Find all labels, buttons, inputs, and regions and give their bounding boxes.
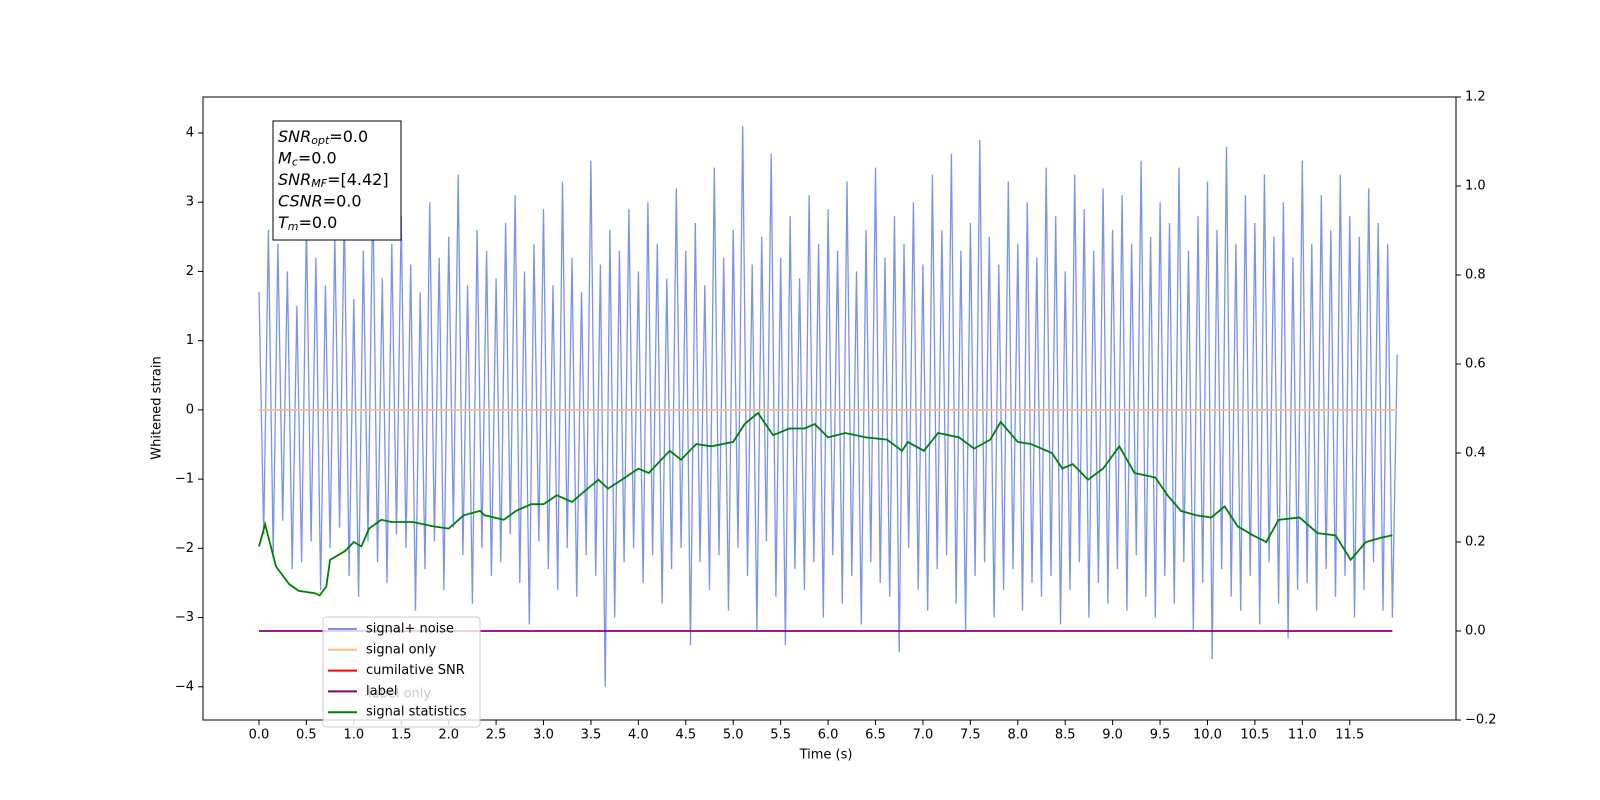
- annotation-value: =0.0: [329, 127, 368, 146]
- x-tick-label: 2.5: [486, 728, 507, 743]
- y2-tick-label: 0.6: [1465, 357, 1486, 372]
- x-tick-label: 1.0: [343, 728, 364, 743]
- legend-ghost-text: label only: [368, 687, 431, 702]
- x-tick-label: 5.0: [723, 728, 744, 743]
- annotation-value: =0.0: [299, 213, 338, 232]
- annotation-subscript: opt: [311, 134, 330, 147]
- annotation-value: =0.0: [298, 148, 337, 167]
- annotation-subscript: c: [292, 156, 298, 169]
- legend-box: [322, 616, 481, 728]
- x-tick-label: 9.0: [1102, 728, 1123, 743]
- x-tick-label: 11.0: [1288, 728, 1317, 743]
- annotation-symbol: M: [278, 148, 292, 167]
- y-tick-label: 2: [186, 264, 194, 279]
- legend-label: signal only: [366, 642, 436, 657]
- annotation-box: [272, 120, 402, 241]
- x-tick-label: 8.5: [1055, 728, 1076, 743]
- x-axis-label: Time (s): [799, 748, 853, 763]
- x-tick-label: 0.0: [249, 728, 270, 743]
- y-tick-label: −2: [175, 541, 194, 556]
- x-tick-label: 10.0: [1193, 728, 1222, 743]
- annotation: Mc=0.0: [278, 148, 337, 169]
- x-tick-label: 8.0: [1007, 728, 1028, 743]
- annotation: SNRMF=[4.42]: [278, 170, 389, 191]
- y-tick-label: −1: [175, 472, 194, 487]
- annotation-subscript: MF: [311, 177, 327, 190]
- y-axis-label: Whitened strain: [150, 356, 165, 459]
- x-tick-label: 4.0: [628, 728, 649, 743]
- legend-label: signal+ noise: [366, 622, 454, 637]
- annotation-value: =0.0: [323, 191, 362, 210]
- y-tick-label: −3: [175, 610, 194, 625]
- series-line: [258, 411, 1393, 597]
- y2-tick-label: 1.2: [1465, 90, 1486, 105]
- annotation-symbol: SNR: [278, 127, 311, 146]
- x-tick-label: 0.5: [296, 728, 317, 743]
- annotation: Tm=0.0: [278, 213, 337, 234]
- y2-tick-label: 0.2: [1465, 535, 1486, 550]
- x-tick-label: 3.5: [581, 728, 602, 743]
- y-tick-label: 0: [186, 402, 194, 417]
- annotation-symbol: SNR: [278, 170, 311, 189]
- legend: label only signal+ noise signal only cumila…: [322, 616, 481, 728]
- y2-tick-label: 1.0: [1465, 179, 1486, 194]
- x-tick-label: 7.0: [913, 728, 934, 743]
- y2-tick-label: 0.0: [1465, 624, 1486, 639]
- legend-label: signal statistics: [366, 705, 467, 720]
- x-tick-label: 4.5: [675, 728, 696, 743]
- annotation-subscript: m: [288, 220, 299, 233]
- y2-tick-label: −0.2: [1465, 713, 1497, 728]
- x-tick-label: 11.5: [1335, 728, 1364, 743]
- y2-tick-label: 0.4: [1465, 446, 1486, 461]
- annotation-symbol: CSNR: [278, 191, 323, 210]
- series-line: [258, 126, 1398, 687]
- x-tick-label: 1.5: [391, 728, 412, 743]
- annotation: SNRopt=0.0: [278, 127, 368, 148]
- y2-tick-label: 0.8: [1465, 268, 1486, 283]
- annotation-value: =[4.42]: [327, 170, 389, 189]
- x-tick-label: 6.5: [865, 728, 886, 743]
- x-tick-label: 7.5: [960, 728, 981, 743]
- y-tick-label: −4: [175, 679, 194, 694]
- y-tick-label: 1: [186, 333, 194, 348]
- annotation: CSNR=0.0: [278, 191, 362, 210]
- x-tick-label: 5.5: [770, 728, 791, 743]
- annotation-symbol: T: [278, 213, 289, 232]
- x-tick-label: 9.5: [1150, 728, 1171, 743]
- x-tick-label: 2.0: [438, 728, 459, 743]
- y-tick-label: 3: [186, 195, 194, 210]
- x-tick-label: 10.5: [1240, 728, 1269, 743]
- axes-frame: [202, 96, 1457, 721]
- legend-label: cumilative SNR: [366, 663, 465, 678]
- x-tick-label: 3.0: [533, 728, 554, 743]
- x-tick-label: 6.0: [818, 728, 839, 743]
- legend-label: label: [366, 684, 397, 699]
- y-tick-label: 4: [186, 125, 194, 140]
